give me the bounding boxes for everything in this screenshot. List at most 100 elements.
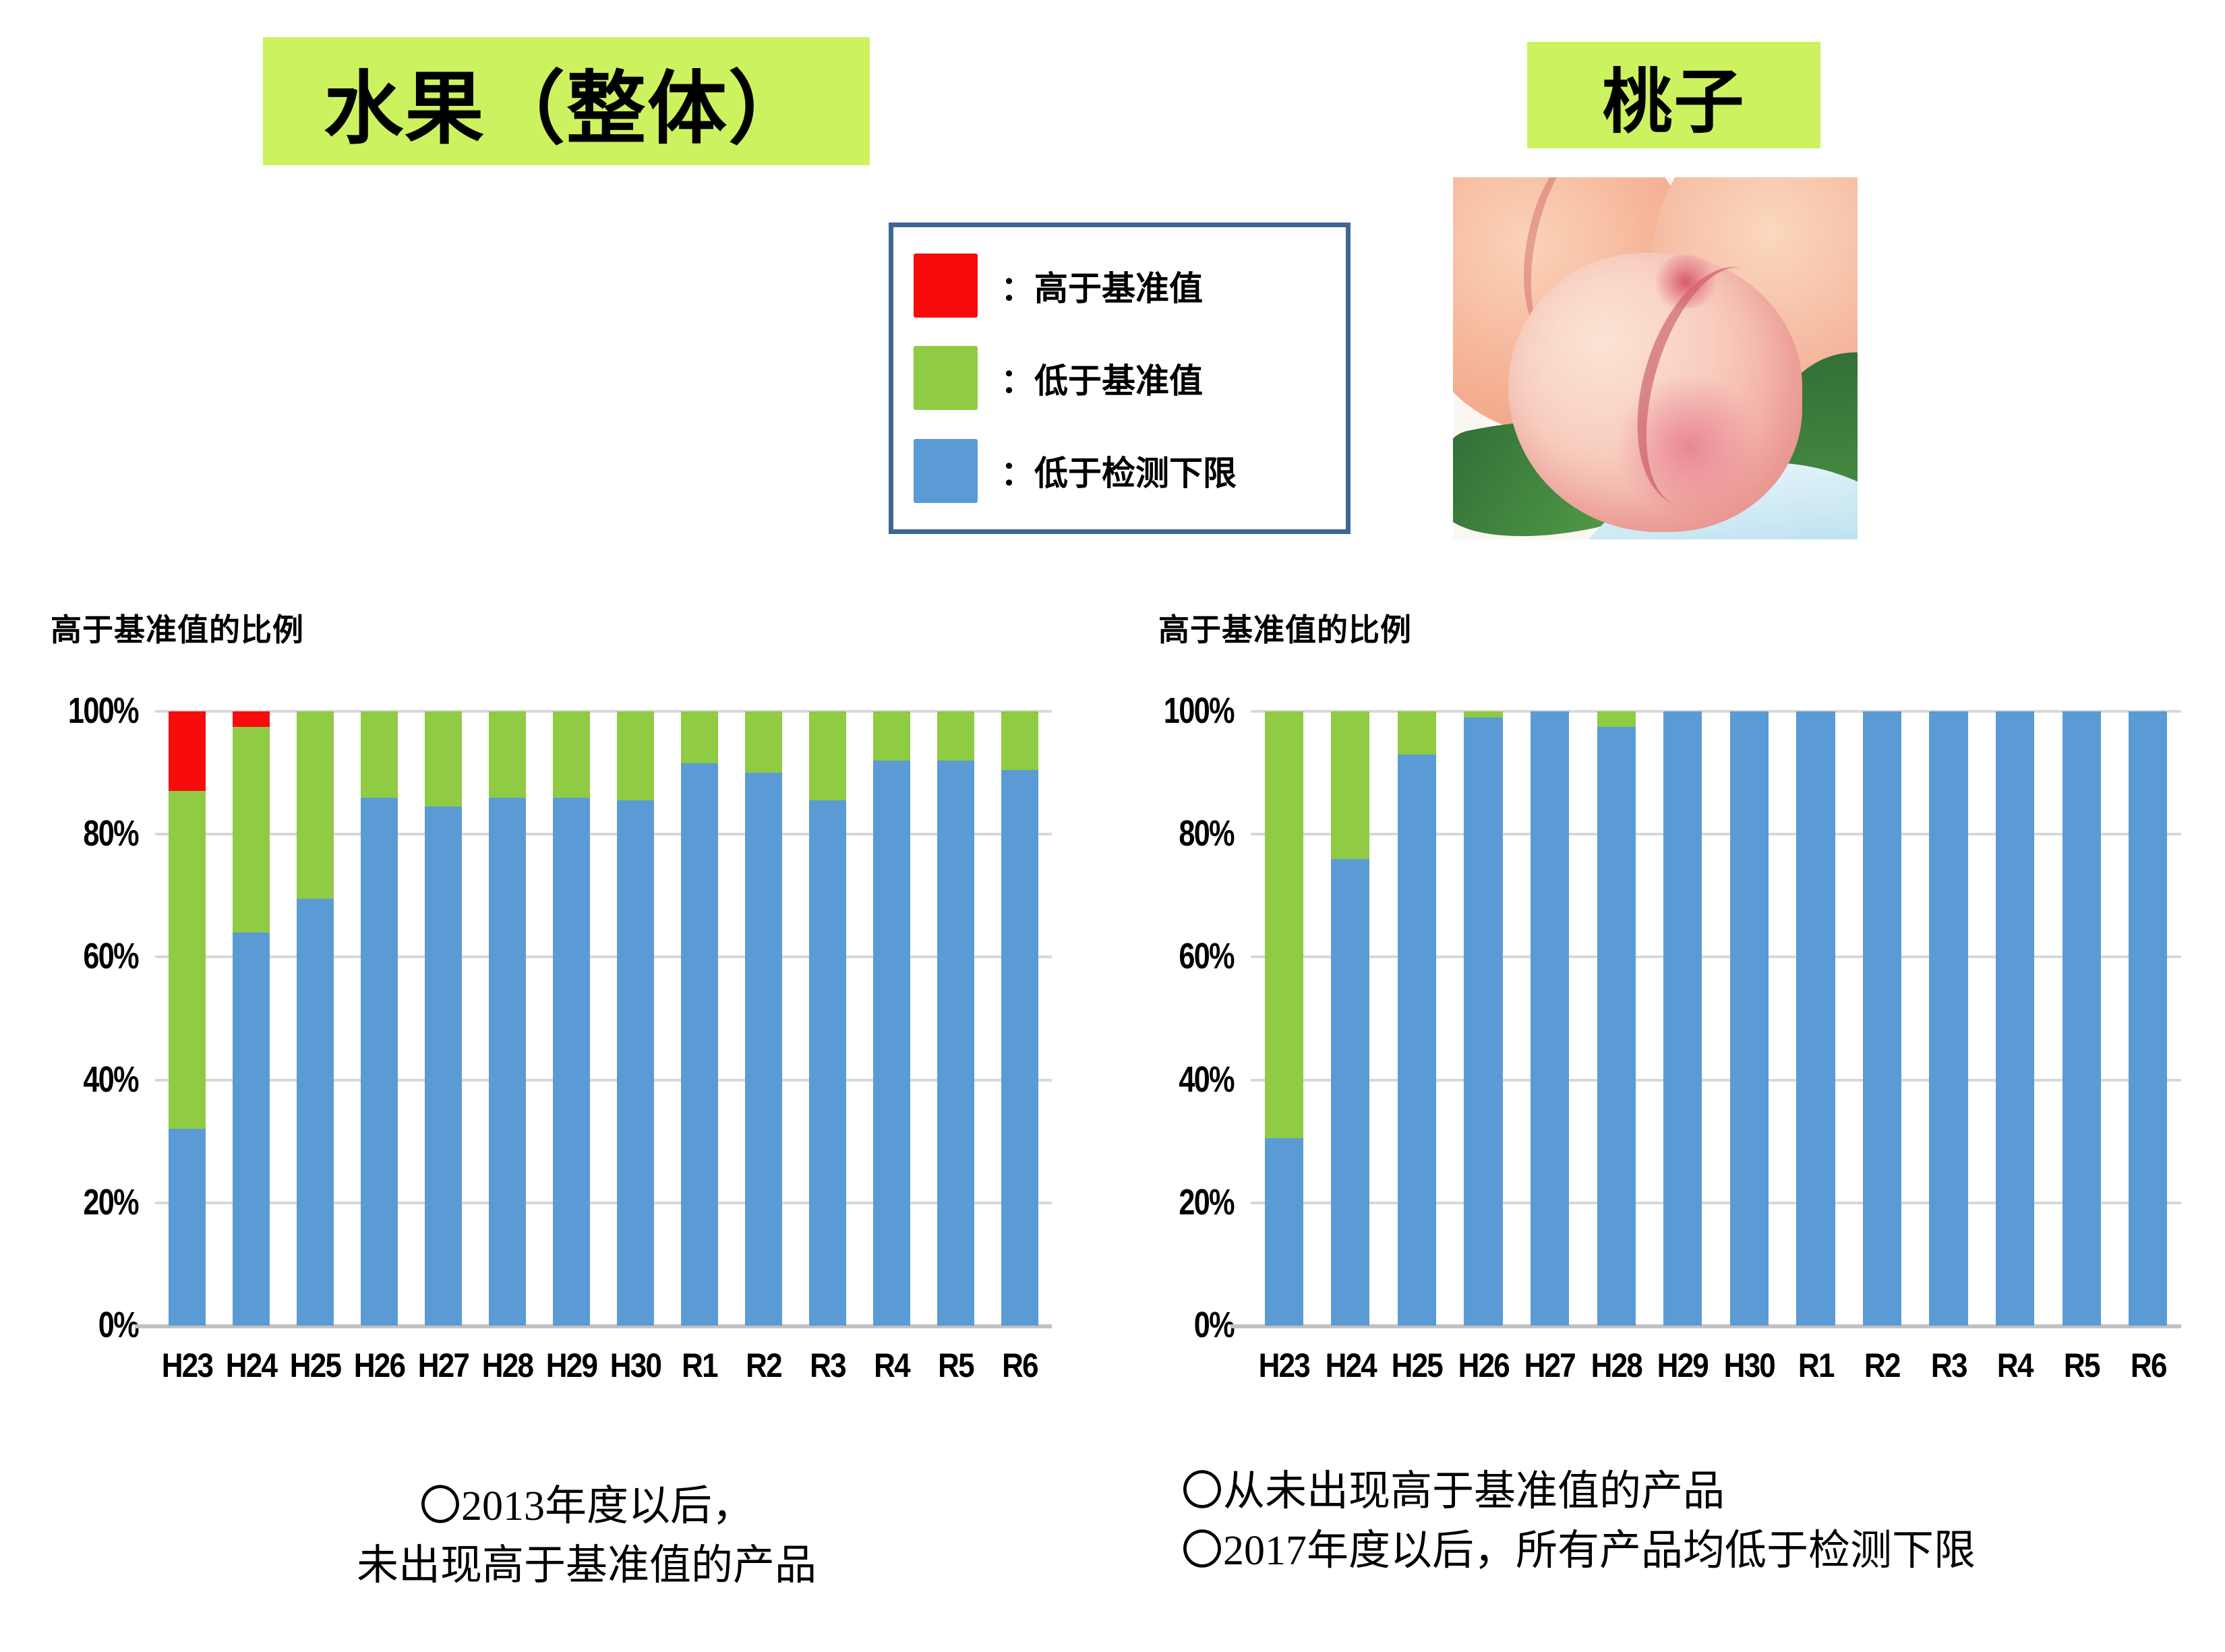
bar-slot-H28	[1583, 711, 1650, 1326]
bar-R4	[872, 711, 911, 1326]
left-chart-plot: H23 H24 H25 H26 H27 H28 H29 H30 R1 R2 R3 R4 R5 R6 100…	[68, 690, 1052, 1384]
segment-低于基准值	[680, 711, 719, 764]
bar-H26	[1464, 711, 1503, 1326]
x-tick-label: R1	[1798, 1347, 1835, 1384]
bar-H23	[1264, 711, 1303, 1326]
segment-低于检测下限	[808, 800, 847, 1326]
x-tick-label: H29	[545, 1347, 598, 1384]
bar-slot-H24	[1317, 711, 1384, 1326]
x-tick-label: R3	[810, 1347, 846, 1384]
peach-photo	[1453, 177, 1858, 539]
y-tick-label: 0%	[98, 1305, 140, 1345]
bar-slot-R2	[1849, 711, 1916, 1326]
segment-低于基准值	[296, 711, 334, 899]
x-tick-label: H29	[1657, 1347, 1709, 1384]
legend: ：高于基准值 ：低于基准值 ：低于检测下限	[889, 223, 1351, 534]
right-chart-bars	[1251, 711, 2181, 1326]
segment-低于检测下限	[616, 800, 655, 1326]
segment-低于检测下限	[1001, 769, 1039, 1326]
x-tick-label: H27	[1524, 1347, 1576, 1384]
segment-低于检测下限	[1397, 754, 1437, 1326]
bar-slot-R5	[924, 711, 988, 1326]
gridline	[155, 1078, 1052, 1082]
segment-低于检测下限	[1264, 1138, 1303, 1326]
y-tick-label: 100%	[67, 690, 140, 731]
bar-slot-H26	[347, 711, 411, 1326]
right-note-line-2: 〇2017年度以后，所有产品均低于检测下限	[1181, 1528, 1976, 1574]
bar-slot-R4	[1982, 711, 2048, 1326]
segment-低于检测下限	[168, 1129, 206, 1326]
bar-slot-H28	[475, 711, 539, 1326]
segment-低于基准值	[1397, 711, 1437, 755]
gridline	[1251, 955, 2181, 959]
gridline	[1251, 710, 2181, 713]
right-note: 〇从未出现高于基准值的产品 〇2017年度以后，所有产品均低于检测下限	[1181, 1462, 2220, 1581]
segment-低于检测下限	[424, 806, 463, 1326]
x-tick-label: H23	[1258, 1347, 1311, 1384]
segment-低于基准值	[1001, 711, 1039, 770]
x-tick-label: R5	[2063, 1347, 2100, 1384]
segment-低于检测下限	[1929, 711, 1968, 1326]
left-chart-heading: 水果（整体）	[263, 37, 870, 165]
x-axis-line	[1230, 1324, 2181, 1328]
gridline	[155, 1201, 1052, 1204]
legend-item-above-standard: ：高于基准值	[893, 254, 1346, 318]
segment-低于基准值	[808, 711, 847, 801]
bar-slot-H29	[1649, 711, 1716, 1326]
bar-R4	[1996, 711, 2035, 1326]
bar-R5	[937, 711, 975, 1326]
green-swatch-icon	[914, 346, 978, 411]
gridline	[1251, 1201, 2181, 1204]
x-tick-label: H24	[1325, 1347, 1377, 1384]
segment-低于基准值	[552, 711, 591, 798]
bar-R3	[1929, 711, 1968, 1326]
bar-slot-R5	[2048, 711, 2115, 1326]
x-tick-label: H25	[1391, 1347, 1444, 1384]
bar-slot-R1	[668, 711, 732, 1326]
bar-H24	[232, 711, 270, 1326]
gridline	[155, 955, 1052, 959]
x-tick-label: R2	[1864, 1347, 1901, 1384]
segment-低于基准值	[168, 791, 206, 1129]
x-tick-label: H25	[289, 1347, 342, 1384]
bar-slot-H25	[1384, 711, 1450, 1326]
legend-item-below-detection: ：低于检测下限	[893, 438, 1346, 503]
segment-高于基准值	[168, 711, 206, 792]
bar-slot-R6	[988, 711, 1052, 1326]
right-chart-heading: 桃子	[1527, 42, 1820, 148]
segment-低于检测下限	[1796, 711, 1835, 1326]
segment-低于基准值	[872, 711, 911, 761]
segment-低于检测下限	[1331, 858, 1370, 1326]
bar-H29	[552, 711, 591, 1326]
bar-H26	[360, 711, 398, 1326]
left-note: 〇2013年度以后， 未出现高于基准值的产品	[135, 1477, 1038, 1595]
segment-低于检测下限	[552, 797, 591, 1326]
left-chart-bars	[155, 711, 1052, 1326]
segment-低于检测下限	[1597, 726, 1636, 1326]
segment-低于检测下限	[2129, 711, 2168, 1326]
bar-slot-H29	[539, 711, 603, 1326]
legend-label: ：低于检测下限	[1001, 454, 1237, 493]
bar-R6	[1001, 711, 1039, 1326]
segment-低于检测下限	[1729, 711, 1769, 1326]
x-tick-label: R3	[1930, 1347, 1967, 1384]
bar-H30	[1729, 711, 1769, 1326]
segment-低于基准值	[616, 711, 655, 801]
left-note-line-2: 未出现高于基准值的产品	[356, 1543, 817, 1589]
bar-slot-H27	[1516, 711, 1583, 1326]
bar-H24	[1331, 711, 1370, 1326]
right-chart-x-axis: H23 H24 H25 H26 H27 H28 H29 H30 R1 R2 R3 R4 R5 R6	[1251, 1346, 2181, 1385]
left-note-line-1: 〇2013年度以后，	[419, 1483, 754, 1529]
right-chart-heading-text: 桃子	[1602, 63, 1746, 142]
x-tick-label: R6	[1002, 1347, 1038, 1384]
legend-item-below-standard: ：低于基准值	[893, 346, 1346, 411]
y-tick-label: 80%	[83, 813, 139, 854]
y-tick-label: 40%	[1179, 1059, 1235, 1100]
bar-H25	[296, 711, 334, 1326]
bar-slot-H23	[1251, 711, 1317, 1326]
segment-低于检测下限	[1996, 711, 2035, 1326]
segment-低于检测下限	[296, 898, 334, 1326]
bar-slot-H30	[1716, 711, 1783, 1326]
segment-低于检测下限	[744, 773, 783, 1326]
x-tick-label: R4	[1997, 1347, 2034, 1384]
